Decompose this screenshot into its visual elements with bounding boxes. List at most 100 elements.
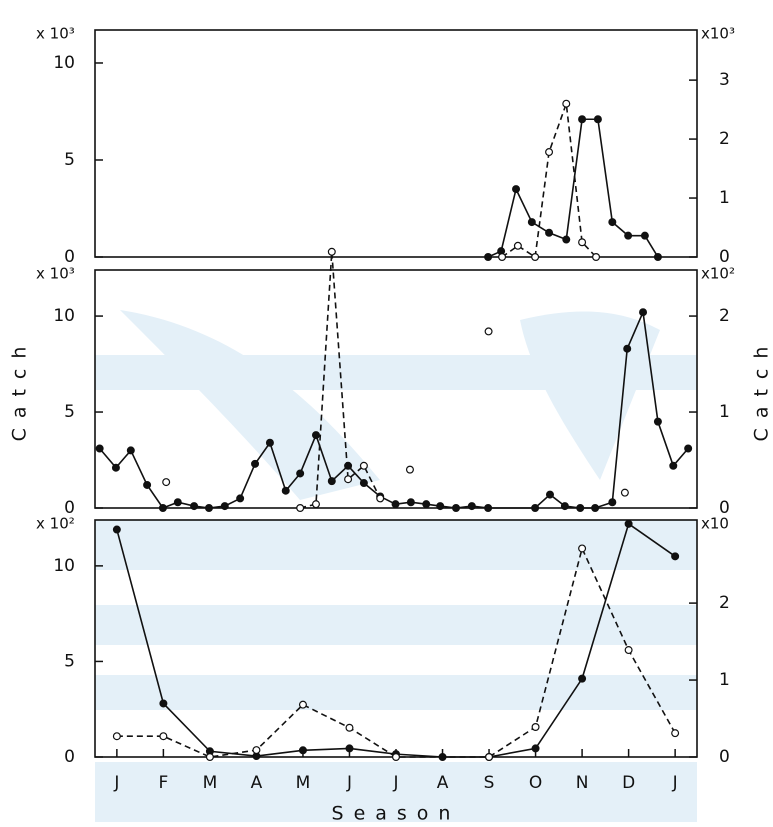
data-point (484, 253, 493, 262)
data-point (578, 115, 587, 124)
data-point (578, 544, 587, 553)
data-point (608, 498, 617, 507)
data-point (405, 465, 414, 474)
data-point (252, 746, 261, 755)
data-point (527, 218, 536, 227)
x-tick-label: J (392, 773, 398, 793)
y-axis-title: Catch (9, 337, 31, 442)
data-point (265, 438, 274, 447)
y2-tick-label: 0 (719, 747, 730, 767)
data-point (327, 247, 336, 256)
data-point (653, 253, 662, 262)
data-point (204, 504, 213, 513)
y2-multiplier: x10² (701, 265, 735, 283)
data-point (344, 475, 353, 484)
data-point (592, 253, 601, 262)
y-tick-label: 10 (53, 53, 75, 73)
data-point (624, 231, 633, 240)
data-point (620, 488, 629, 497)
data-point (545, 228, 554, 237)
x-axis-title: Season (332, 803, 461, 825)
data-point (345, 744, 354, 753)
data-point (327, 477, 336, 486)
data-point (126, 446, 135, 455)
data-point (296, 504, 305, 513)
data-point (391, 500, 400, 509)
data-point (112, 732, 121, 741)
data-point (392, 752, 401, 761)
data-point (467, 502, 476, 511)
data-point (485, 752, 494, 761)
y-tick-label: 10 (53, 556, 75, 576)
data-point (498, 253, 507, 262)
data-point (624, 519, 633, 528)
x-tick-label: S (484, 773, 495, 793)
data-point (484, 327, 493, 336)
data-point (513, 241, 522, 250)
data-point (158, 504, 167, 513)
data-point (296, 469, 305, 478)
data-point (669, 461, 678, 470)
data-point (531, 722, 540, 731)
x-tick-label: A (437, 773, 449, 793)
data-point (562, 235, 571, 244)
watermark (95, 310, 697, 822)
data-point (684, 444, 693, 453)
y-tick-label: 5 (64, 651, 75, 671)
data-point (545, 148, 554, 157)
plot-frame (94, 29, 698, 258)
data-point (95, 444, 104, 453)
data-point (531, 504, 540, 513)
data-point (624, 646, 633, 655)
data-point (422, 500, 431, 509)
y-multiplier: x 10³ (36, 265, 75, 283)
data-point (578, 674, 587, 683)
y2-multiplier: x10³ (701, 25, 735, 43)
data-point (639, 308, 648, 317)
data-point (205, 752, 214, 761)
data-point (436, 502, 445, 511)
y2-axis-title: Catch (751, 337, 773, 442)
y2-tick-label: 2 (719, 306, 730, 326)
data-point (112, 525, 121, 534)
data-point (190, 502, 199, 511)
data-point (671, 729, 680, 738)
x-tick-label: J (113, 773, 119, 793)
data-point (560, 502, 569, 511)
data-point (143, 480, 152, 489)
data-point (576, 504, 585, 513)
y2-tick-label: 2 (719, 129, 730, 149)
y2-tick-label: 2 (719, 593, 730, 613)
x-tick-label: J (346, 773, 352, 793)
data-point (608, 218, 617, 227)
data-point (452, 504, 461, 513)
data-point (311, 431, 320, 440)
data-point (562, 99, 571, 108)
data-point (159, 699, 168, 708)
data-point (236, 494, 245, 503)
data-point (298, 746, 307, 755)
data-point (578, 238, 587, 247)
y-tick-label: 5 (64, 402, 75, 422)
y-tick-label: 10 (53, 306, 75, 326)
data-point (345, 723, 354, 732)
y-tick-label: 5 (64, 150, 75, 170)
y2-tick-label: 0 (719, 247, 730, 267)
data-point (640, 231, 649, 240)
y-multiplier: x 10² (36, 515, 75, 533)
x-tick-label: M (296, 773, 311, 793)
data-point (593, 115, 602, 124)
data-point (531, 744, 540, 753)
x-tick-label: M (203, 773, 218, 793)
y-multiplier: x 10³ (36, 25, 75, 43)
data-point (159, 732, 168, 741)
x-tick-label: J (672, 773, 678, 793)
y2-tick-label: 1 (719, 402, 730, 422)
y2-tick-label: 3 (719, 70, 730, 90)
data-point (111, 463, 120, 472)
data-point (531, 253, 540, 262)
data-point (344, 461, 353, 470)
y-tick-label: 0 (64, 747, 75, 767)
data-point (311, 500, 320, 509)
